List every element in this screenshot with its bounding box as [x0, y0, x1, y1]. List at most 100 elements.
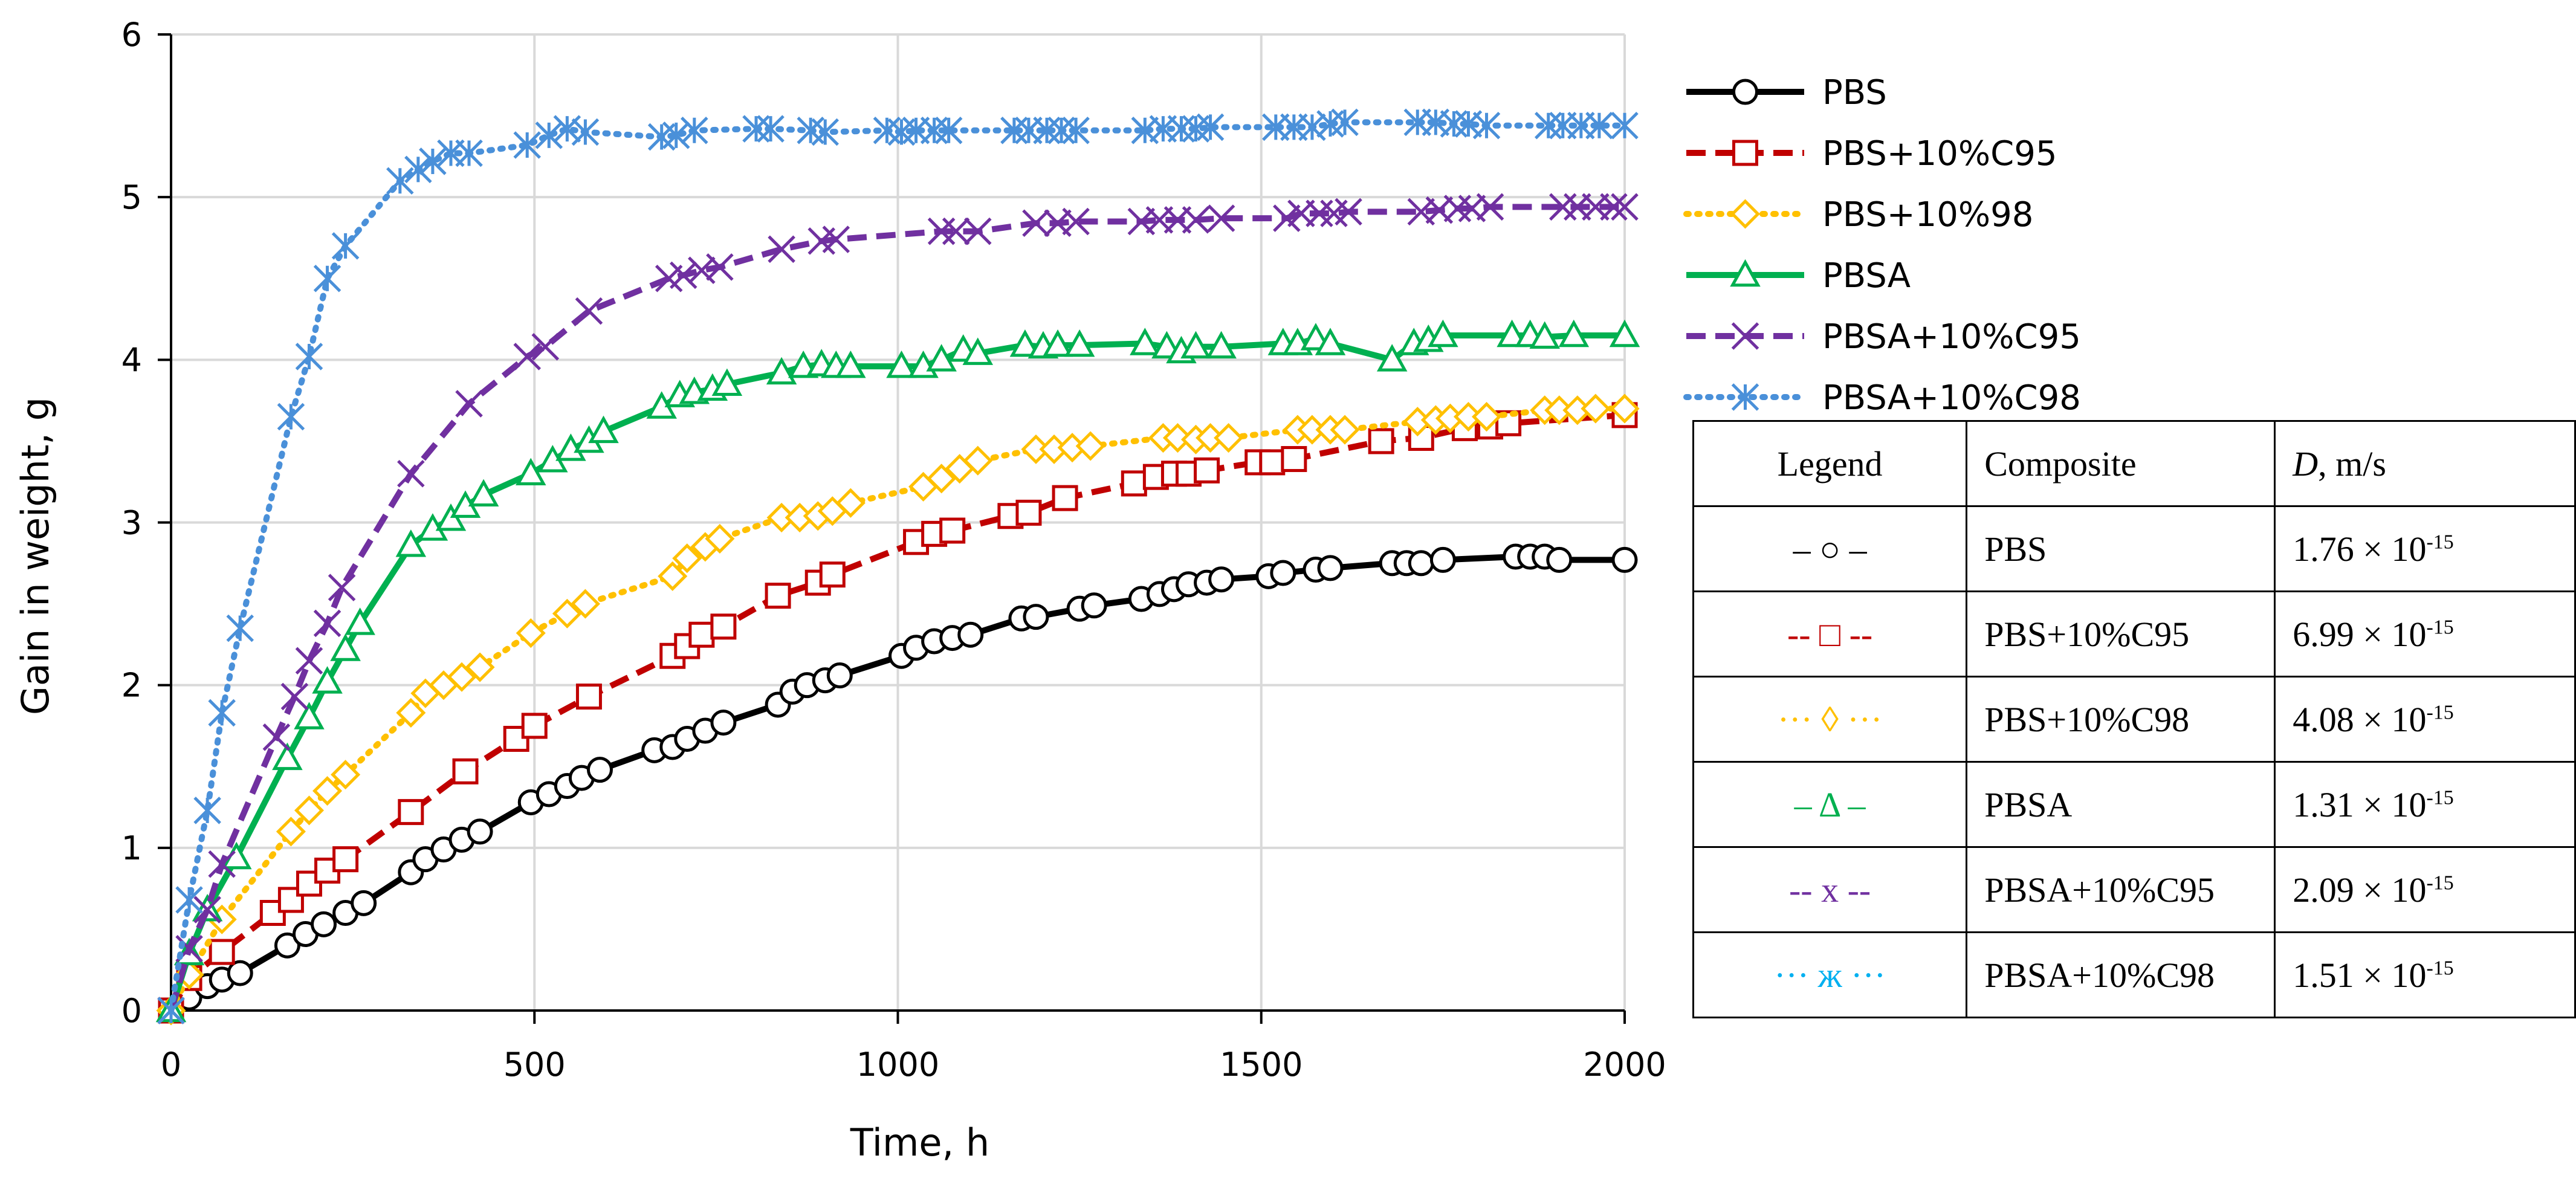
data-point [1317, 555, 1344, 581]
header-d-symbol: D [2293, 444, 2319, 484]
y-tick-label: 3 [121, 504, 142, 542]
data-point [208, 850, 236, 878]
data-point [927, 464, 957, 494]
data-point [175, 886, 203, 914]
data-point [1009, 329, 1041, 357]
legend-symbol-cell: ··· ж ··· [1692, 931, 1968, 1018]
legend-symbol-cell: – Δ – [1692, 761, 1968, 848]
y-tick-label: 4 [121, 341, 142, 379]
diffusion-value-cell: 1.76 × 10-15 [2274, 505, 2576, 592]
data-point [811, 118, 840, 146]
data-point [681, 117, 708, 144]
data-point [711, 368, 743, 396]
data-point [1408, 550, 1434, 577]
table-row: -- □ -- PBS+10%C95 6.99 × 10-15 [1692, 590, 2576, 678]
data-point [1306, 199, 1333, 227]
data-point [926, 344, 957, 372]
header-diffusion: D, m/s [2274, 420, 2576, 507]
data-point [934, 117, 963, 144]
diffusion-exponent: -15 [2426, 616, 2454, 639]
data-point [447, 662, 477, 692]
diffusion-value-cell: 1.31 × 10-15 [2274, 761, 2576, 848]
data-point [835, 488, 866, 518]
data-point [531, 333, 560, 361]
data-point [1052, 485, 1078, 511]
data-point [1162, 422, 1193, 453]
legend-label: PBS+10%C95 [1822, 134, 2057, 173]
legend-marker [1730, 199, 1761, 229]
data-point [1214, 422, 1244, 453]
legend-marker [1732, 140, 1758, 166]
data-point [588, 415, 619, 444]
data-point [1315, 328, 1346, 355]
data-point [312, 776, 343, 806]
data-point [710, 613, 737, 640]
diffusion-exponent: -15 [2426, 531, 2454, 554]
data-point [1180, 331, 1211, 359]
data-point [311, 911, 337, 937]
composite-cell: PBSA+10%C98 [1966, 931, 2276, 1018]
data-point [672, 543, 702, 574]
composite-cell: PBS+10%C95 [1966, 590, 2276, 678]
data-point [1015, 499, 1042, 526]
legend-label: PBSA+10%C95 [1822, 317, 2081, 357]
data-point [1611, 111, 1639, 140]
data-point [1047, 117, 1075, 144]
data-point [1429, 546, 1456, 573]
legend-marker [1731, 383, 1759, 411]
data-point [227, 960, 253, 986]
data-point [313, 264, 341, 293]
table-header-row: Legend Composite D, m/s [1692, 420, 2576, 507]
legend-marker [1730, 259, 1761, 287]
data-point [552, 598, 582, 629]
data-point [351, 890, 377, 916]
data-point [1259, 449, 1286, 476]
legend-entry: PBS+10%C95 [1686, 134, 2057, 173]
data-point [1609, 319, 1640, 348]
diffusion-value-cell: 6.99 × 10-15 [2274, 590, 2576, 678]
data-point [1611, 193, 1639, 221]
data-point [1194, 457, 1220, 484]
data-point [886, 350, 917, 378]
data-point [328, 574, 356, 601]
data-point [1281, 446, 1307, 473]
data-point [455, 390, 483, 418]
data-point [1534, 111, 1562, 140]
legend-entry: PBS [1686, 73, 1887, 112]
legend-symbol-cell: -- □ -- [1692, 590, 1968, 678]
header-composite: Composite [1966, 420, 2276, 507]
data-point [586, 757, 613, 783]
data-point [1270, 560, 1296, 586]
data-point [345, 607, 375, 635]
data-point [226, 614, 254, 642]
series-layer [155, 108, 1640, 1026]
data-point [819, 561, 846, 588]
data-point [1497, 319, 1527, 348]
series-line [168, 412, 1625, 1012]
diffusion-exponent: -15 [2426, 786, 2454, 809]
composite-cell: PBSA+10%C95 [1966, 846, 2276, 933]
data-point [331, 760, 361, 790]
series-pbs-10-98 [156, 393, 1640, 1026]
table-row: – Δ – PBSA 1.31 × 10-15 [1692, 761, 2576, 848]
legend-label: PBS+10%98 [1822, 195, 2033, 234]
x-tick-label: 2000 [1583, 1046, 1666, 1084]
table-row: – ○ – PBS 1.76 × 10-15 [1692, 505, 2576, 592]
data-point [658, 561, 688, 591]
data-point [1273, 204, 1301, 232]
data-point [277, 887, 304, 913]
legend-entry: PBSA+10%C95 [1686, 317, 2081, 357]
data-point [1558, 319, 1590, 348]
legend-symbol-cell: ··· ◊ ··· [1692, 676, 1968, 763]
data-point [332, 846, 359, 873]
y-tick-label: 5 [121, 178, 142, 216]
data-point [662, 121, 690, 149]
data-point [962, 337, 994, 365]
data-point [1443, 195, 1472, 222]
x-tick-label: 1500 [1220, 1046, 1303, 1084]
data-point [468, 479, 499, 507]
data-point [835, 350, 866, 378]
data-point [1471, 402, 1502, 432]
x-tick-label: 0 [161, 1046, 181, 1084]
data-point [1130, 328, 1160, 355]
